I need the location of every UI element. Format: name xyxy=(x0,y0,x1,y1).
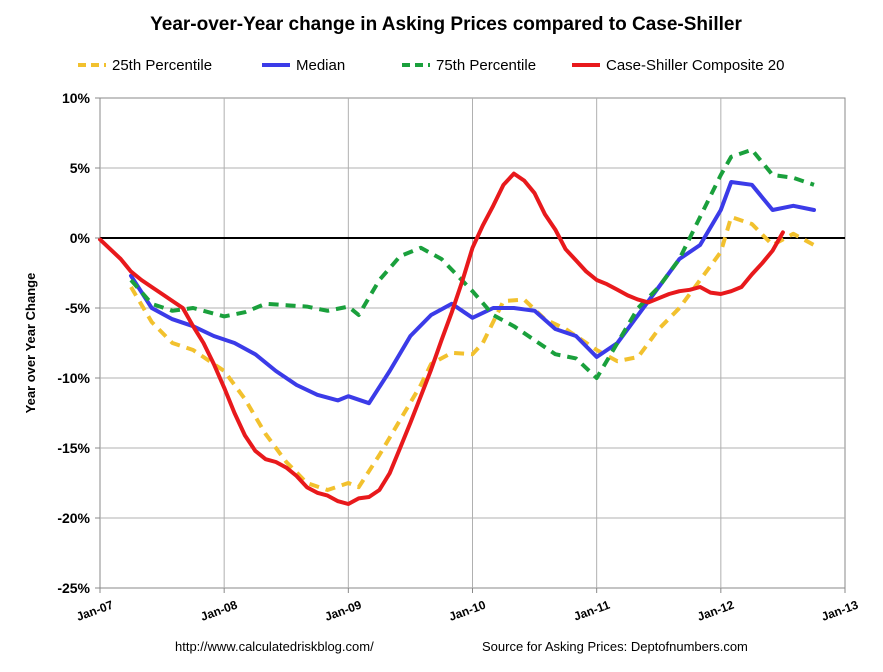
y-tick-label: -10% xyxy=(57,370,90,386)
y-axis-ticks: 10% 5% 0% -5% -10% -15% -20% -25% xyxy=(57,90,100,596)
footer-left-url: http://www.calculatedriskblog.com/ xyxy=(175,639,374,654)
y-tick-label: 10% xyxy=(62,90,91,106)
series-line-3 xyxy=(98,171,785,506)
legend-label-3: Case-Shiller Composite 20 xyxy=(606,57,784,74)
series-lines xyxy=(98,147,816,506)
plot-area xyxy=(98,97,846,589)
legend-label-1: Median xyxy=(296,57,345,74)
chart-title: Year-over-Year change in Asking Prices c… xyxy=(150,14,742,35)
series-line-0 xyxy=(129,215,815,492)
legend-label-2: 75th Percentile xyxy=(436,57,536,74)
y-tick-label: -5% xyxy=(65,300,90,316)
y-tick-label: -20% xyxy=(57,510,90,526)
y-tick-label: -25% xyxy=(57,580,90,596)
gridlines xyxy=(100,98,845,588)
y-tick-label: 0% xyxy=(70,230,91,246)
series-line-2 xyxy=(129,147,815,380)
y-tick-label: -15% xyxy=(57,440,90,456)
y-tick-label: 5% xyxy=(70,160,91,176)
y-axis-label: Year over Year Change xyxy=(23,273,38,414)
series-line-1 xyxy=(129,180,816,406)
footer-right-source: Source for Asking Prices: Deptofnumbers.… xyxy=(482,639,748,654)
legend: 25th Percentile Median 75th Percentile Case… xyxy=(78,57,784,74)
legend-label-0: 25th Percentile xyxy=(112,57,212,74)
